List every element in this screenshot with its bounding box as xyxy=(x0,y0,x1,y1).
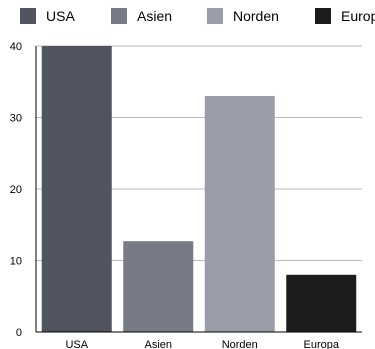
y-tick-label: 10 xyxy=(10,256,22,268)
bar-asien xyxy=(123,241,194,332)
legend-swatch-europa xyxy=(315,8,331,24)
legend-label-norden: Norden xyxy=(233,8,279,24)
x-tick-label: USA xyxy=(65,339,88,349)
y-tick-label: 30 xyxy=(10,113,22,125)
y-tick-label: 40 xyxy=(10,41,22,53)
legend-label-europa: Europa xyxy=(341,8,375,24)
legend-swatch-usa xyxy=(20,8,36,24)
y-tick-label: 0 xyxy=(16,327,22,339)
legend-swatch-asien xyxy=(111,8,127,24)
legend-item-asien: Asien xyxy=(111,7,172,25)
bar-europa xyxy=(286,274,357,332)
bars xyxy=(41,46,357,332)
y-tick-labels: 0 10 20 30 40 xyxy=(10,41,22,339)
x-tick-labels: USA Asien Norden Europa xyxy=(65,339,339,349)
legend-item-norden: Norden xyxy=(207,7,279,25)
bar-usa xyxy=(41,46,112,332)
x-tick-label: Asien xyxy=(144,339,172,349)
x-tick-label: Europa xyxy=(304,339,340,349)
x-tick-label: Norden xyxy=(222,339,258,349)
legend-item-usa: USA xyxy=(20,7,75,25)
legend-swatch-norden xyxy=(207,8,223,24)
legend-label-usa: USA xyxy=(46,8,75,24)
legend-item-europa: Europa xyxy=(315,7,375,25)
legend-label-asien: Asien xyxy=(137,8,173,24)
y-tick-label: 20 xyxy=(10,184,22,196)
bar-norden xyxy=(204,96,275,332)
axes xyxy=(35,46,362,333)
chart-legend: USA Asien Norden Europa xyxy=(0,0,375,34)
